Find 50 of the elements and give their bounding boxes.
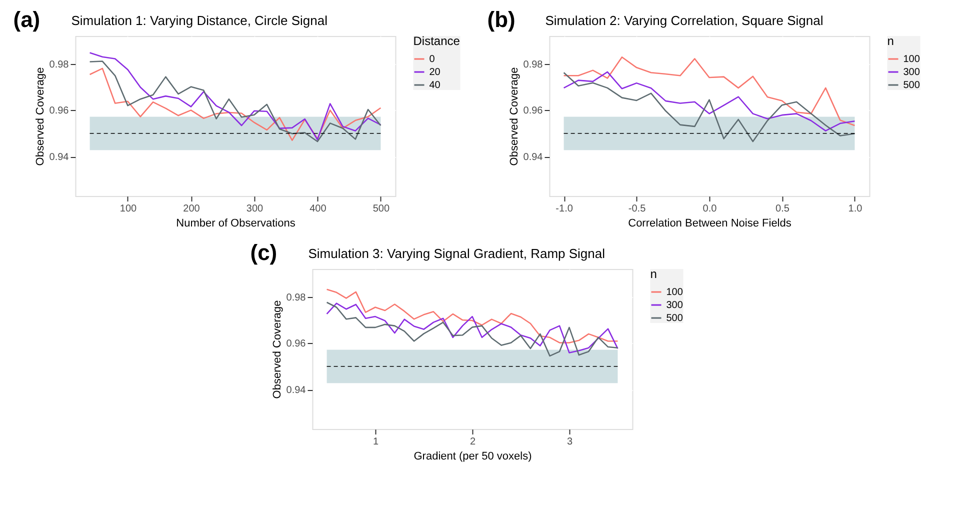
x-tick-label: 3 [566, 436, 573, 448]
y-tick-label: 0.94 [286, 385, 306, 396]
x-tick-label: 200 [183, 204, 200, 214]
x-tick-label: 500 [372, 204, 390, 214]
x-axis-title: Correlation Between Noise Fields [628, 218, 792, 230]
x-tick-label: 2 [470, 436, 476, 448]
y-tick-label: 0.98 [286, 292, 306, 304]
line-series [326, 288, 618, 344]
y-tick-label: 0.98 [49, 59, 70, 70]
y-axis-title: Observed Coverage [34, 67, 46, 166]
x-tick-label: 1.0 [848, 204, 863, 214]
legend-label: 20 [429, 67, 441, 78]
y-tick-label: 0.94 [523, 152, 544, 164]
x-tick-label: 0.5 [776, 204, 790, 214]
legend-title: n [650, 267, 657, 281]
x-tick-label: 0.0 [702, 204, 718, 214]
y-tick-label: 0.96 [49, 106, 70, 117]
x-tick-label: -1.0 [556, 204, 574, 214]
legend-label: 0 [429, 54, 436, 65]
legend-label: 100 [666, 287, 684, 298]
legend-label: 500 [903, 80, 920, 91]
x-tick-label: 400 [310, 204, 327, 214]
text: (c) [250, 240, 278, 265]
legend-label: 300 [903, 67, 920, 78]
x-axis-title: Gradient (per 50 voxels) [414, 450, 532, 462]
x-tick-label: 300 [246, 204, 264, 214]
line-series [563, 71, 856, 132]
y-tick-label: 0.96 [523, 106, 544, 117]
y-axis-title: Observed Coverage [508, 67, 520, 166]
line-series [563, 72, 856, 142]
y-axis-title: Observed Coverage [271, 300, 284, 399]
text: (b) [487, 7, 516, 32]
x-tick-label: 1 [373, 436, 379, 448]
chart-title: Simulation 1: Varying Distance, Circle Signal [71, 13, 328, 28]
legend-label: 300 [666, 300, 684, 311]
y-tick-label: 0.96 [286, 338, 306, 350]
y-tick-label: 0.94 [49, 152, 70, 164]
chart-title: Simulation 2: Varying Correlation, Square Signal [545, 13, 824, 28]
legend-label: 40 [429, 80, 441, 91]
legend-label: 500 [666, 313, 684, 324]
x-tick-label: 100 [120, 204, 138, 214]
legend-title: Distance [413, 34, 460, 48]
x-axis-title: Number of Observations [176, 218, 296, 230]
legend-label: 100 [903, 54, 920, 65]
legend-title: n [887, 34, 894, 48]
x-tick-label: -0.5 [628, 204, 646, 214]
y-tick-label: 0.98 [523, 59, 544, 70]
text: (a) [13, 7, 40, 32]
line-series [563, 56, 856, 126]
chart-title: Simulation 3: Varying Signal Gradient, Ramp Signal [308, 246, 606, 261]
